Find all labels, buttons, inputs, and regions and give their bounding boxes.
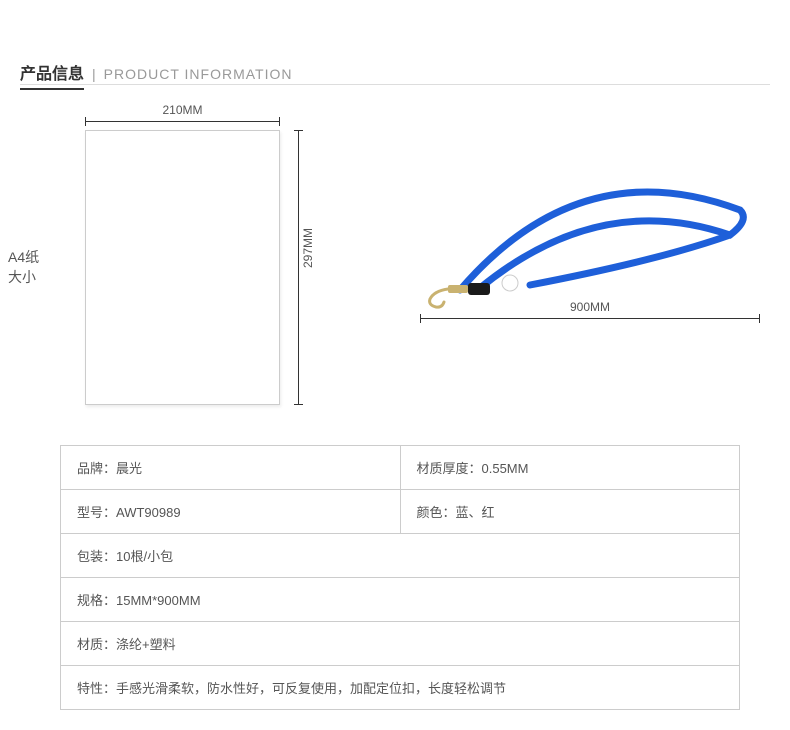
dimension-line-icon bbox=[298, 130, 299, 405]
spec-cell: 包装：10根/小包 bbox=[61, 534, 740, 578]
table-row: 特性：手感光滑柔软，防水性好，可反复使用，加配定位扣，长度轻松调节 bbox=[61, 666, 740, 710]
spec-cell: 品牌：晨光 bbox=[61, 446, 401, 490]
spec-cell: 材质厚度：0.55MM bbox=[400, 446, 740, 490]
spec-feature-cell: 特性：手感光滑柔软，防水性好，可反复使用，加配定位扣，长度轻松调节 bbox=[61, 666, 740, 710]
specification-table: 品牌：晨光 材质厚度：0.55MM 型号：AWT90989 颜色：蓝、红 包装：… bbox=[60, 445, 740, 710]
lanyard-length-label: 900MM bbox=[570, 300, 610, 314]
a4-width-dimension: 210MM bbox=[85, 103, 280, 121]
table-row: 型号：AWT90989 颜色：蓝、红 bbox=[61, 490, 740, 534]
table-row: 材质：涤纶+塑料 bbox=[61, 622, 740, 666]
header-cn: 产品信息 bbox=[20, 60, 84, 90]
table-row: 包装：10根/小包 bbox=[61, 534, 740, 578]
a4-label-line2: 大小 bbox=[8, 268, 39, 288]
a4-height-label: 297MM bbox=[301, 227, 315, 267]
spec-cell: 规格：15MM*900MM bbox=[61, 578, 740, 622]
spec-cell: 颜色：蓝、红 bbox=[400, 490, 740, 534]
dimension-line-icon bbox=[420, 318, 760, 319]
header-underline bbox=[20, 84, 770, 85]
table-row: 品牌：晨光 材质厚度：0.55MM bbox=[61, 446, 740, 490]
spec-cell: 型号：AWT90989 bbox=[61, 490, 401, 534]
section-header: 产品信息 | PRODUCT INFORMATION bbox=[20, 60, 292, 90]
table-row: 规格：15MM*900MM bbox=[61, 578, 740, 622]
a4-label-line1: A4纸 bbox=[8, 248, 39, 268]
header-separator: | bbox=[92, 66, 96, 82]
a4-width-label: 210MM bbox=[162, 103, 202, 117]
a4-paper-box bbox=[85, 130, 280, 405]
lanyard-length-dimension: 900MM bbox=[420, 300, 760, 318]
spec-cell: 材质：涤纶+塑料 bbox=[61, 622, 740, 666]
a4-size-label: A4纸 大小 bbox=[8, 248, 39, 287]
dimension-line-icon bbox=[85, 121, 280, 122]
a4-height-dimension: 297MM bbox=[290, 130, 310, 405]
header-en: PRODUCT INFORMATION bbox=[104, 66, 293, 82]
